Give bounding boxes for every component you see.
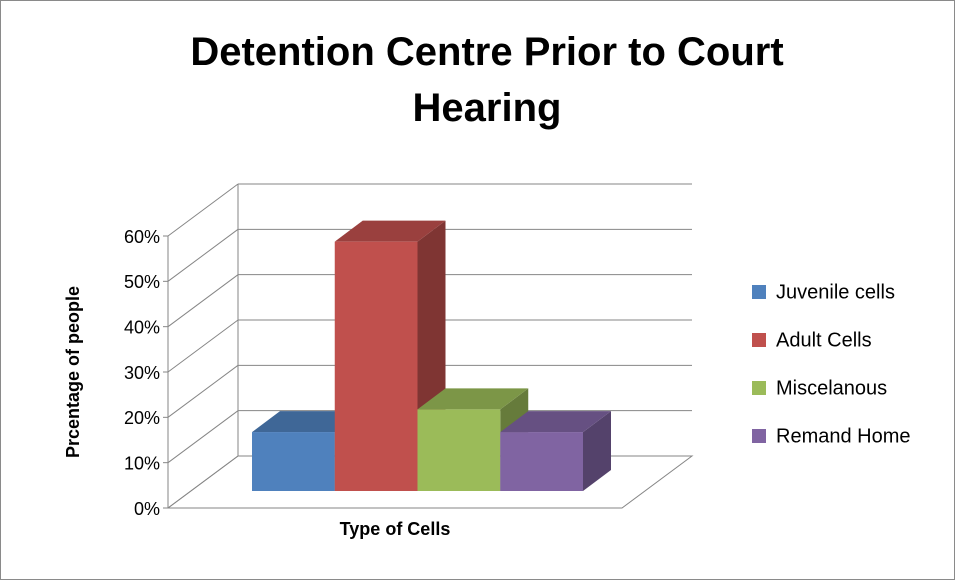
bar-top [334, 220, 446, 242]
bar-top [500, 411, 611, 433]
grid-line-side [167, 183, 239, 237]
legend-label: Adult Cells [776, 329, 872, 351]
legend-swatch [752, 285, 766, 299]
grid-line-side [167, 319, 239, 373]
y-tick-label: 60% [124, 227, 160, 247]
grid-line-side [167, 274, 239, 328]
y-tick-label: 20% [124, 408, 160, 428]
bar-side [583, 411, 611, 491]
y-axis-title: Prcentage of people [63, 286, 83, 458]
y-tick-label: 30% [124, 363, 160, 383]
legend-swatch [752, 381, 766, 395]
y-tick-label: 0% [134, 499, 160, 519]
legend-label: Juvenile cells [776, 281, 895, 303]
y-tick-label: 50% [124, 272, 160, 292]
bar [417, 409, 501, 491]
x-axis-title: Type of Cells [340, 519, 451, 539]
bar [334, 241, 418, 491]
grid-line-side [167, 364, 239, 418]
bar-top [417, 388, 529, 410]
y-tick-label: 10% [124, 453, 160, 473]
bar [500, 432, 583, 491]
grid-line-side [167, 228, 239, 282]
chart-title: Detention Centre Prior to Court Hearing [190, 30, 784, 130]
legend-swatch [752, 429, 766, 443]
bar [252, 432, 335, 491]
grid-line-side [167, 455, 239, 509]
legend-label: Miscelanous [776, 377, 887, 399]
legend-swatch [752, 333, 766, 347]
legend-label: Remand Home [776, 425, 911, 447]
y-tick-label: 40% [124, 317, 160, 337]
grid-line-side [167, 410, 239, 464]
